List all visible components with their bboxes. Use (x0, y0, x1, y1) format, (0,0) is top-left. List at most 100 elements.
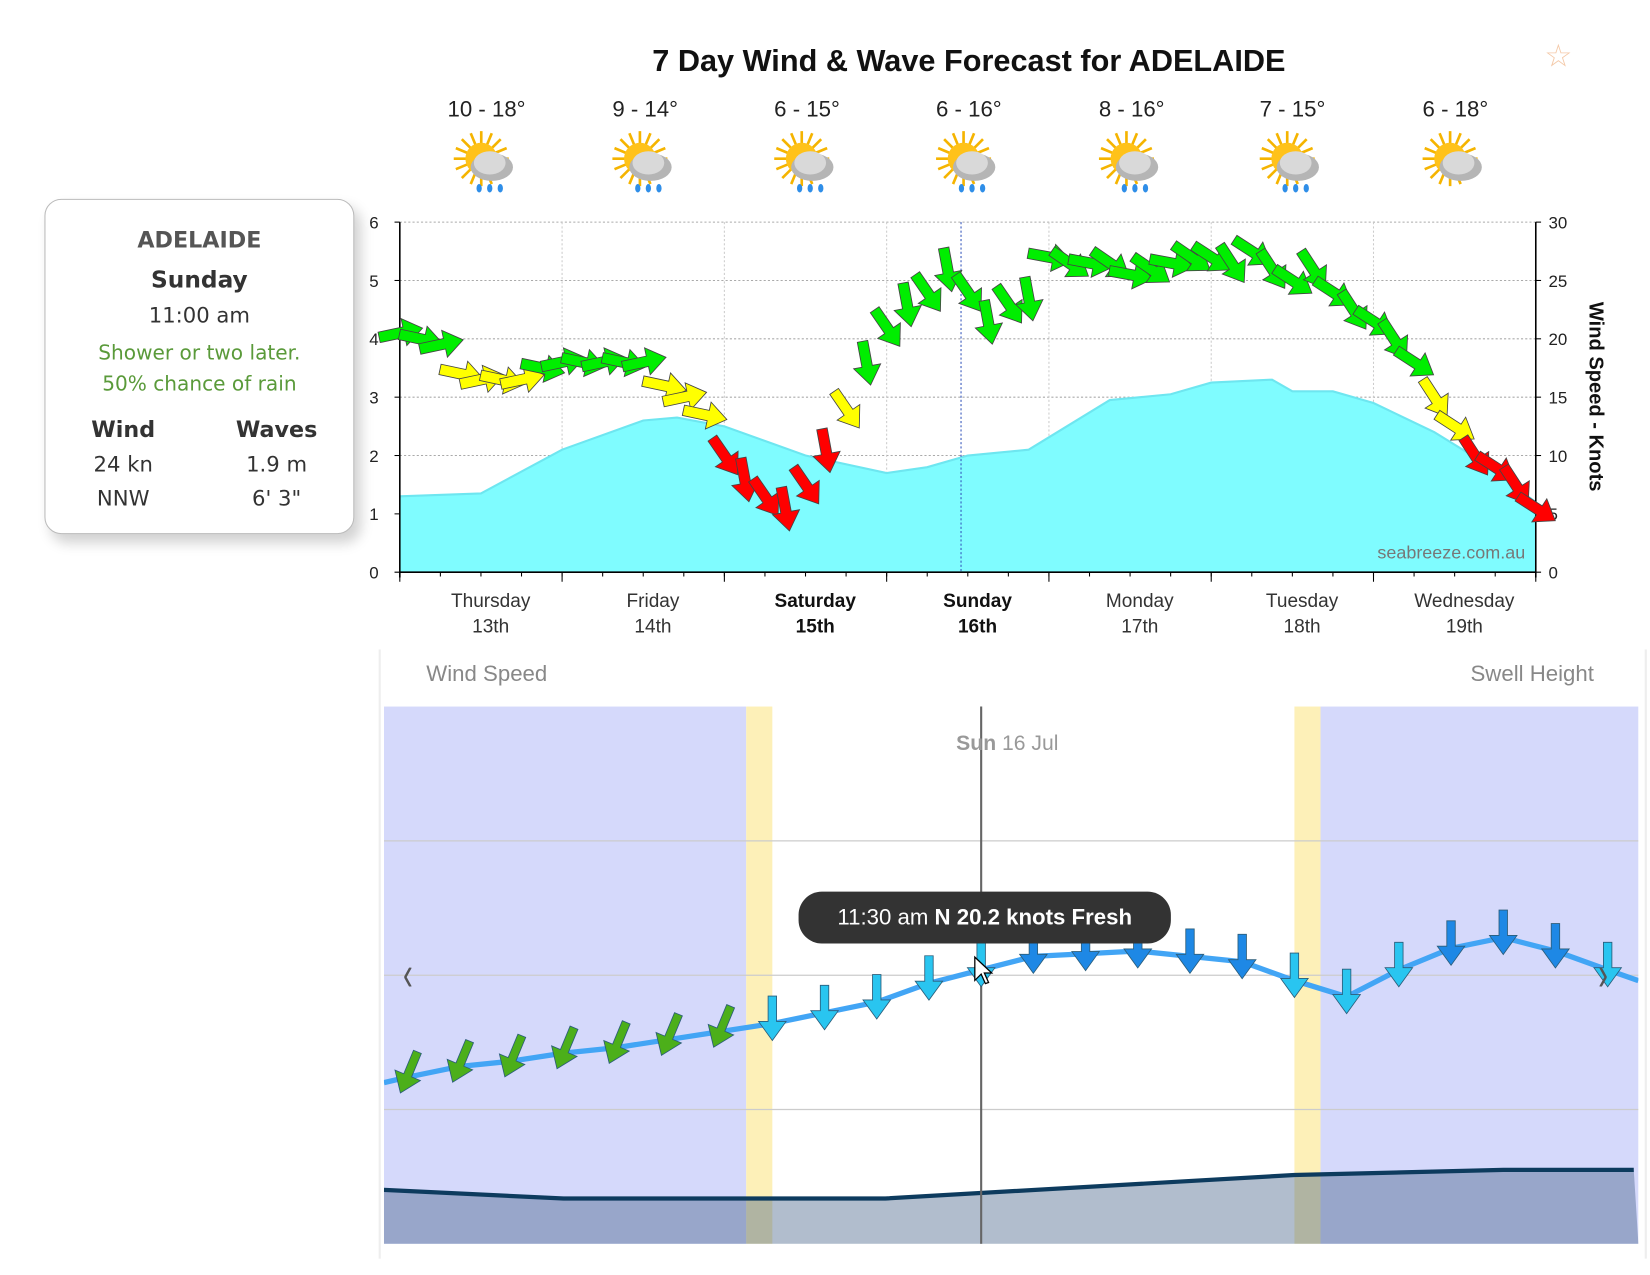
wind-arrow (788, 463, 820, 505)
sun-ray (951, 132, 960, 146)
wind-arrow (950, 271, 982, 312)
sun-ray (460, 168, 472, 180)
wind-arrow (498, 1033, 527, 1078)
sun-cloud-rain-icon (1259, 131, 1319, 193)
daily-temp: 9 - 14° (612, 97, 679, 122)
wind-arrow (1279, 952, 1309, 999)
tooltip-detail: N 20.2 knots Fresh (934, 905, 1133, 930)
mouse-cursor-icon (974, 955, 994, 985)
sun-ray (937, 163, 951, 171)
rain-drop (969, 184, 975, 193)
wind-arrow (914, 955, 944, 1001)
day-date: 15th (795, 615, 835, 637)
sun-ray (1135, 138, 1147, 150)
wind-arrow (1488, 909, 1518, 956)
wind-speed-header: Wind Speed (426, 662, 548, 687)
sun-ray (1429, 138, 1441, 150)
sun-ray (1459, 138, 1471, 150)
day-label: Monday 17th (1066, 588, 1214, 639)
sun-ray (976, 146, 990, 155)
sun-ray (814, 146, 828, 155)
day-name: Saturday (774, 590, 856, 612)
date-label: Sun 16 Jul (956, 732, 1058, 756)
wind-arrow (1514, 491, 1556, 523)
day-name: Tuesday (1265, 590, 1339, 612)
rain-drop (635, 184, 641, 193)
sun-ray (1266, 168, 1278, 180)
cloud-highlight (1119, 151, 1151, 175)
wind-arrow (446, 1038, 475, 1083)
hourly-panel (378, 649, 1647, 1259)
day-label: Sunday 16th (903, 588, 1051, 639)
card-forecast-line1: Shower or two later. (98, 341, 301, 365)
sun-ray (490, 138, 502, 150)
sun-ray (968, 132, 976, 146)
card-wave-ft: 6' 3" (251, 485, 302, 511)
sun-ray (1454, 132, 1462, 146)
hourly-wind-chart[interactable] (383, 706, 1639, 1244)
rain-drop (497, 184, 503, 193)
sun-ray (613, 163, 627, 171)
wind-arrow (1175, 928, 1205, 975)
day-name: Friday (626, 590, 680, 612)
sun-ray (653, 146, 666, 155)
sun-ray (781, 138, 793, 150)
cloud-highlight (632, 151, 665, 175)
wind-arrow (869, 306, 901, 347)
sun-cloud-rain-icon (1098, 131, 1159, 193)
rain-drop (645, 184, 652, 193)
sun-ray (619, 168, 631, 180)
sun-ray (1275, 132, 1283, 146)
sun-ray (1114, 132, 1123, 146)
sun-ray (1100, 146, 1114, 155)
date-label-day: Sun (956, 731, 997, 756)
tooltip: 11:30 am N 20.2 knots Fresh (798, 891, 1171, 944)
sun-ray (1261, 163, 1275, 171)
star-outline-icon[interactable]: ☆ (1544, 39, 1573, 75)
cloud-highlight (473, 151, 506, 175)
sun-ray (1463, 146, 1477, 155)
sun-cloud-rain-icon (936, 131, 996, 193)
right-tick-label: 25 (1548, 272, 1567, 291)
day-label: Friday 14th (579, 588, 727, 639)
wind-wave-chart[interactable]: 0123456051015202530seabreeze.com.au (0, 0, 1650, 592)
sun-ray (1291, 132, 1299, 146)
sun-ray (1130, 132, 1139, 146)
right-tick-label: 0 (1548, 564, 1557, 583)
rain-drop (1303, 184, 1309, 193)
wind-arrow (1214, 241, 1246, 284)
sun-ray (1139, 146, 1153, 155)
wind-arrow (1015, 275, 1044, 322)
wind-arrow (1433, 409, 1475, 441)
card-wave-m: 1.9 m (246, 451, 308, 478)
wind-arrow (620, 347, 667, 376)
wind-arrow (1336, 288, 1368, 330)
day-label: Tuesday 18th (1228, 588, 1376, 639)
wind-arrow (707, 434, 739, 476)
card-wind-speed: 24 kn (93, 451, 153, 478)
cloud-highlight (1442, 151, 1475, 175)
wind-arrow (852, 339, 882, 386)
wave-height-line (399, 378, 1537, 504)
wind-arrow (603, 1020, 631, 1065)
chevron-left-icon[interactable]: ‹ (403, 945, 413, 1001)
wind-arrow (1436, 920, 1466, 966)
wind-arrow (1384, 941, 1414, 988)
sun-ray (806, 132, 814, 146)
wind-arrow (893, 281, 922, 328)
day-date: 14th (634, 615, 672, 637)
wind-arrow (418, 329, 464, 359)
rain-drop (818, 184, 824, 193)
sun-ray (973, 138, 984, 150)
rain-drop (807, 184, 813, 193)
sun-cloud-rain-icon (774, 131, 834, 193)
day-name: Thursday (450, 590, 531, 612)
rain-drop (958, 184, 965, 193)
wind-arrow (681, 401, 728, 430)
sun-ray (469, 132, 477, 146)
rain-drop (656, 184, 662, 193)
swell-area (383, 1169, 1639, 1244)
right-tick-label: 15 (1548, 389, 1567, 408)
daily-temp: 8 - 16° (1098, 97, 1165, 122)
chevron-right-icon[interactable]: › (1598, 945, 1608, 1001)
